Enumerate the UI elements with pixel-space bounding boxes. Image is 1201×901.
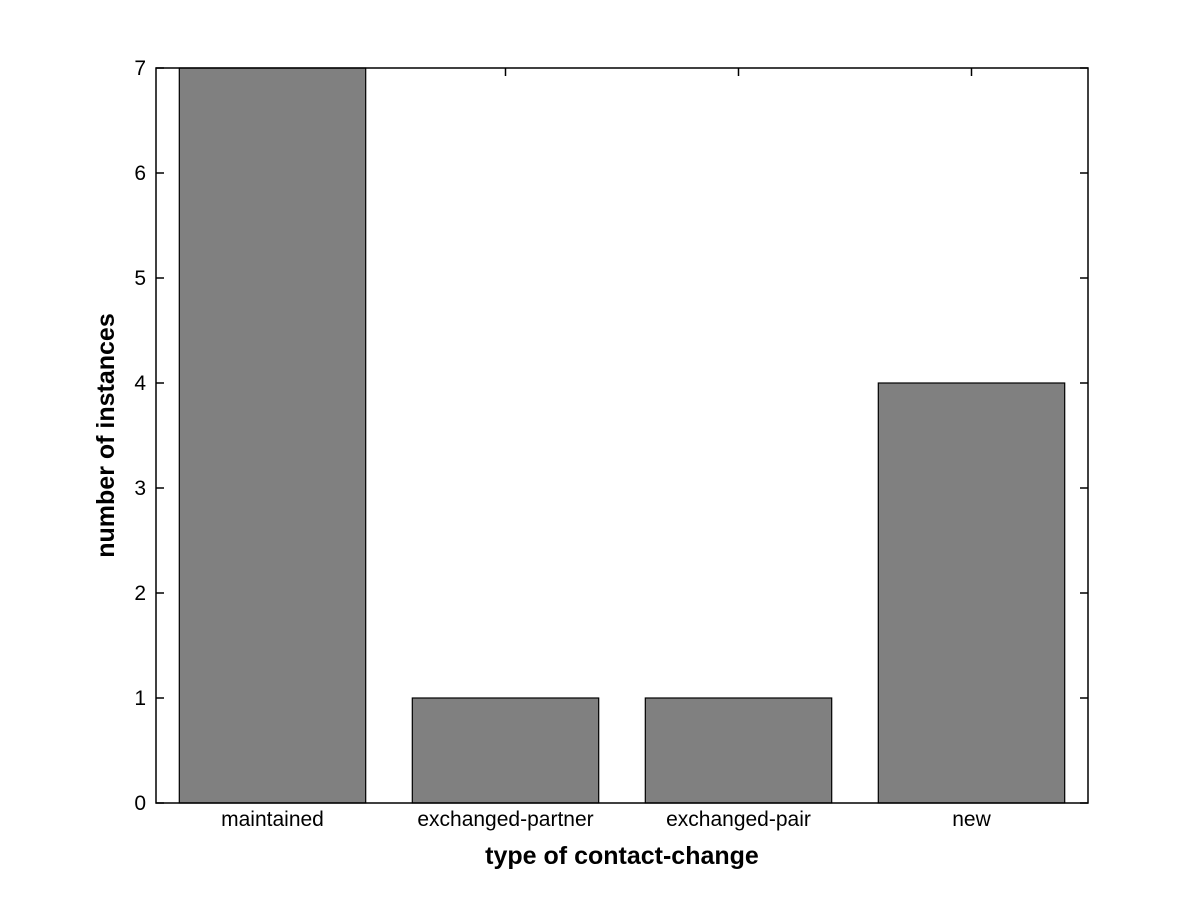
y-tick-label-0: 0 (134, 792, 146, 815)
x-axis-label: type of contact-change (485, 842, 759, 870)
y-tick-label-2: 2 (134, 582, 146, 605)
bar-exchanged-partner (411, 697, 600, 804)
x-tick-label-exchanged-pair: exchanged-pair (666, 808, 811, 831)
y-tick-label-4: 4 (134, 372, 146, 395)
x-tick-label-new: new (952, 808, 991, 831)
bar-new (877, 382, 1066, 804)
x-tick-label-exchanged-partner: exchanged-partner (417, 808, 593, 831)
plot-box (155, 67, 1089, 804)
y-tick-label-5: 5 (134, 267, 146, 290)
x-tick-label-maintained: maintained (221, 808, 324, 831)
y-tick-label-7: 7 (134, 57, 146, 80)
y-axis-label: number of instances (92, 313, 120, 558)
y-tick-label-3: 3 (134, 477, 146, 500)
y-tick-label-1: 1 (134, 687, 146, 710)
bar-maintained (178, 67, 367, 804)
bar-exchanged-pair (644, 697, 833, 804)
y-tick-label-6: 6 (134, 162, 146, 185)
